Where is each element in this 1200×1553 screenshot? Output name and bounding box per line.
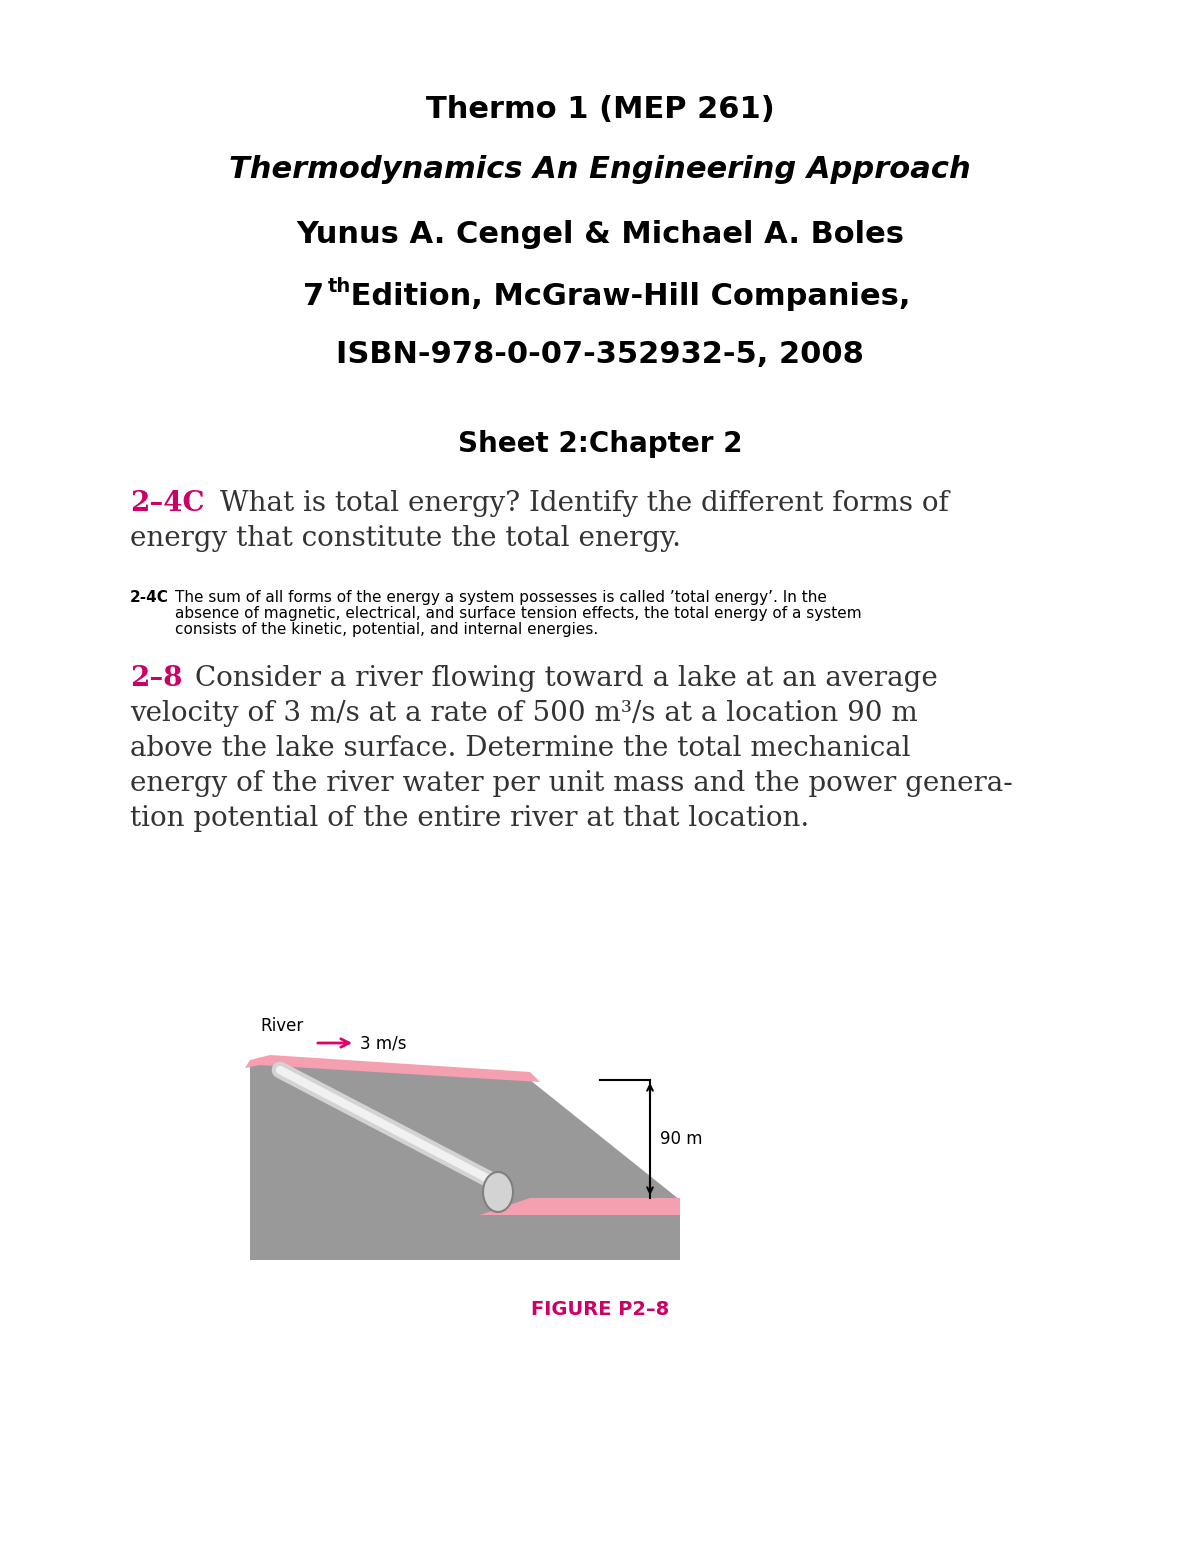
Text: energy that constitute the total energy.: energy that constitute the total energy. (130, 525, 682, 551)
Text: energy of the river water per unit mass and the power genera-: energy of the river water per unit mass … (130, 770, 1013, 797)
Text: 2–4C: 2–4C (130, 491, 204, 517)
Ellipse shape (482, 1173, 514, 1211)
Text: Sheet 2:Chapter 2: Sheet 2:Chapter 2 (457, 430, 743, 458)
Polygon shape (480, 1197, 680, 1214)
Polygon shape (250, 1061, 680, 1259)
Text: absence of magnetic, electrical, and surface tension effects, the total energy o: absence of magnetic, electrical, and sur… (175, 606, 862, 621)
Text: The sum of all forms of the energy a system possesses is called ’total energy’. : The sum of all forms of the energy a sys… (175, 590, 827, 606)
Text: ISBN-978-0-07-352932-5, 2008: ISBN-978-0-07-352932-5, 2008 (336, 340, 864, 370)
Text: 7: 7 (302, 283, 324, 311)
Polygon shape (245, 1054, 540, 1082)
Text: above the lake surface. Determine the total mechanical: above the lake surface. Determine the to… (130, 735, 911, 763)
Text: 2-4C: 2-4C (130, 590, 169, 606)
Text: Edition, McGraw-Hill Companies,: Edition, McGraw-Hill Companies, (340, 283, 911, 311)
Text: 3 m/s: 3 m/s (360, 1034, 407, 1051)
Text: Thermo 1 (MEP 261): Thermo 1 (MEP 261) (426, 95, 774, 124)
Text: 2–8: 2–8 (130, 665, 182, 693)
Text: velocity of 3 m/s at a rate of 500 m³/s at a location 90 m: velocity of 3 m/s at a rate of 500 m³/s … (130, 700, 918, 727)
Text: tion potential of the entire river at that location.: tion potential of the entire river at th… (130, 804, 809, 832)
Text: Thermodynamics An Engineering Approach: Thermodynamics An Engineering Approach (229, 155, 971, 183)
Text: th: th (328, 276, 352, 297)
Text: consists of the kinetic, potential, and internal energies.: consists of the kinetic, potential, and … (175, 623, 599, 637)
Text: FIGURE P2–8: FIGURE P2–8 (530, 1300, 670, 1318)
Text: 90 m: 90 m (660, 1131, 702, 1148)
Text: What is total energy? Identify the different forms of: What is total energy? Identify the diffe… (220, 491, 949, 517)
Text: Consider a river flowing toward a lake at an average: Consider a river flowing toward a lake a… (194, 665, 937, 693)
Text: Yunus A. Cengel & Michael A. Boles: Yunus A. Cengel & Michael A. Boles (296, 221, 904, 248)
Text: River: River (260, 1017, 304, 1034)
